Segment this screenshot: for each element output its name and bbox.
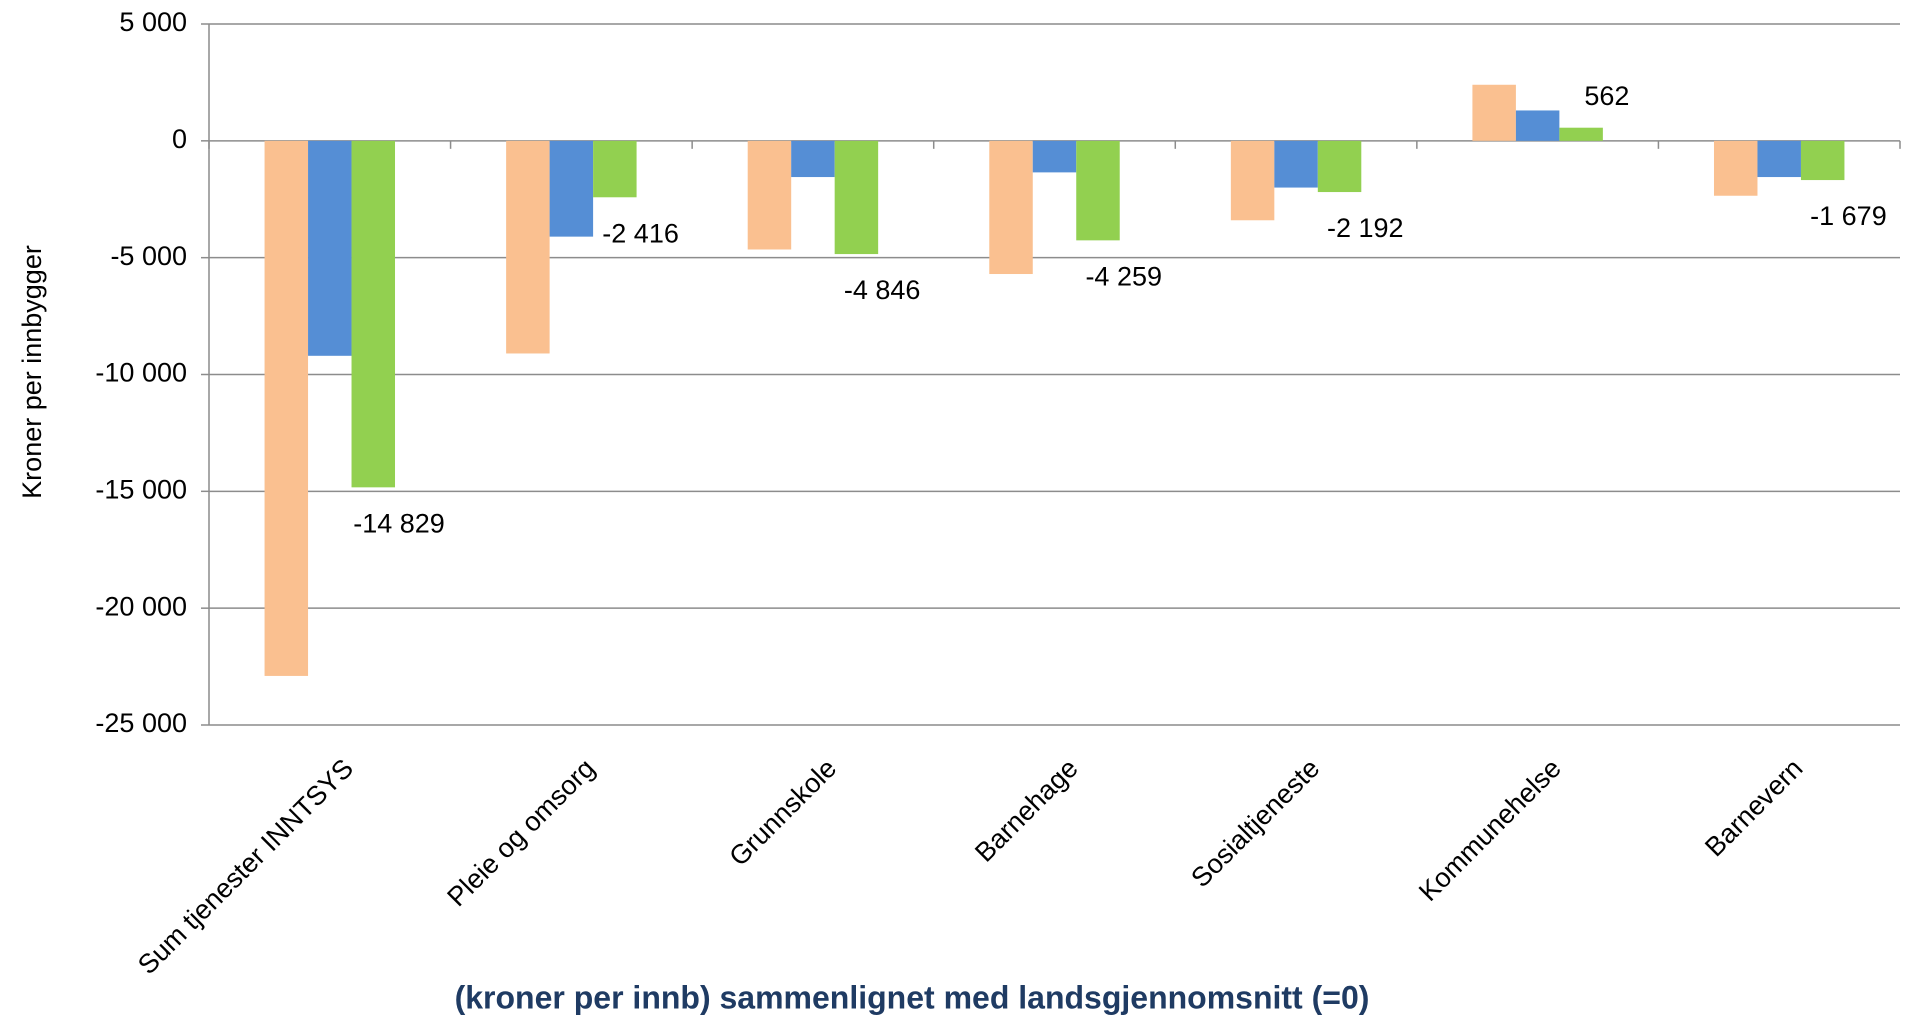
bar: [1713, 140, 1758, 196]
data-label: -2 416: [602, 218, 679, 248]
bar: [1230, 140, 1275, 221]
data-label: -4 259: [1085, 261, 1162, 291]
y-tick-label: -20 000: [95, 591, 187, 621]
y-tick-label: -25 000: [95, 708, 187, 738]
bar: [506, 140, 550, 354]
y-tick-label: -5 000: [110, 241, 187, 271]
bar: [264, 140, 309, 676]
data-label: -4 846: [844, 275, 921, 305]
y-tick-label: 0: [172, 124, 187, 154]
bar: [1472, 84, 1516, 141]
bar: [308, 140, 352, 356]
x-tick-label: Sum tjenester INNTSYS: [132, 753, 359, 980]
y-tick-label: -15 000: [95, 474, 187, 504]
x-tick-label: Kommunehelse: [1413, 753, 1567, 907]
bar: [1317, 140, 1362, 193]
bar: [1800, 140, 1845, 181]
x-tick-label: Pleie og omsorg: [441, 753, 600, 912]
x-tick-label: Sosialtjeneste: [1185, 753, 1325, 893]
bar: [791, 140, 835, 178]
bar: [1076, 140, 1120, 241]
bar: [1515, 110, 1560, 141]
data-label: -1 679: [1810, 201, 1887, 231]
y-tick-label: -10 000: [95, 358, 187, 388]
bar: [1559, 127, 1603, 141]
bar: [1757, 140, 1801, 178]
bar: [989, 140, 1033, 275]
data-label: -2 192: [1327, 213, 1404, 243]
bar: [747, 140, 792, 250]
bar: [351, 140, 396, 488]
x-tick-label: Barnehage: [969, 753, 1084, 868]
data-label: 562: [1584, 81, 1629, 111]
bar: [1032, 140, 1077, 173]
x-tick-label: Grunnskole: [723, 753, 842, 872]
bar: [1274, 140, 1318, 188]
bar: [834, 140, 879, 255]
bar: [549, 140, 594, 237]
bar: [593, 140, 637, 198]
x-axis-title: (kroner per innb) sammenlignet med lands…: [455, 979, 1370, 1015]
y-tick-label: 5 000: [119, 7, 187, 37]
data-label: -14 829: [353, 508, 445, 538]
x-tick-label: Barnevern: [1699, 753, 1808, 862]
y-axis-title: Kroner per innbygger: [17, 245, 47, 499]
